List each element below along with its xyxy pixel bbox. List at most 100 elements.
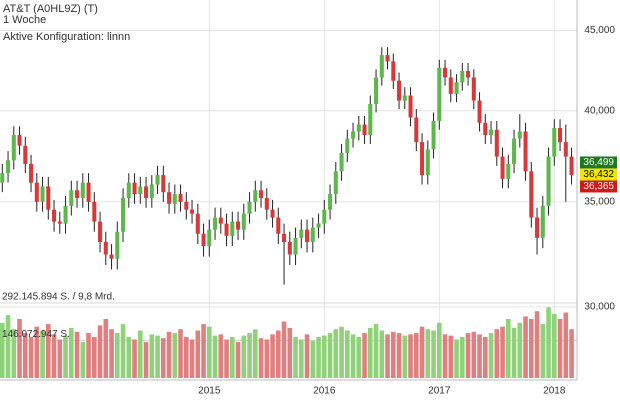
candle-body: [86, 182, 91, 202]
volume-bar: [115, 333, 120, 378]
candle-body: [172, 194, 177, 204]
volume-tick-label: 292.145.894 S. / 9,8 Mrd.: [2, 292, 115, 303]
volume-bar: [264, 339, 270, 378]
candle-body: [287, 241, 292, 255]
candle-body: [23, 145, 28, 164]
volume-bar: [373, 324, 379, 378]
candle-body: [339, 152, 344, 172]
candle-body: [213, 217, 218, 230]
candle-body: [161, 175, 166, 193]
volume-bar: [534, 311, 540, 378]
candle-body: [379, 55, 384, 78]
volume-bar: [350, 334, 356, 378]
volume-bar: [414, 333, 419, 378]
volume-bar: [552, 313, 557, 378]
candle-body: [523, 131, 528, 172]
candle-body: [362, 124, 367, 136]
candle-body: [98, 221, 103, 242]
volume-bar: [517, 322, 523, 378]
volume-bar: [523, 316, 528, 378]
volume-bar: [258, 338, 264, 378]
volume-bar: [109, 329, 114, 378]
candle-body: [224, 223, 229, 236]
candle-body: [11, 135, 16, 161]
volume-bar: [437, 322, 442, 378]
volume-bar: [316, 336, 321, 378]
volume-bar: [132, 339, 137, 378]
volume-bar: [557, 318, 563, 378]
candle-body: [368, 103, 373, 136]
candle-body: [121, 197, 126, 232]
candle-body: [443, 67, 448, 78]
volume-bar: [540, 324, 546, 378]
volume-bar: [299, 339, 304, 378]
volume-bar: [396, 333, 402, 378]
candle-body: [310, 227, 315, 242]
candle-body: [345, 138, 350, 153]
candle-body: [500, 156, 505, 179]
volume-bar: [569, 329, 574, 378]
candle-body: [201, 233, 206, 247]
candle-body: [236, 221, 241, 230]
candle-body: [299, 229, 304, 238]
candle-body: [460, 70, 465, 83]
candle-body: [385, 55, 390, 62]
volume-bar: [362, 333, 367, 378]
volume-bar: [483, 336, 488, 378]
candle-body: [253, 190, 258, 202]
candle-body: [558, 128, 563, 143]
volume-bar: [339, 326, 344, 378]
candle-body: [414, 117, 419, 143]
volume-bar: [442, 334, 448, 378]
volume-bar: [86, 333, 91, 378]
candle-body: [483, 122, 488, 136]
price-marker: [580, 180, 617, 193]
candle-body: [546, 156, 551, 206]
volume-bar: [212, 335, 218, 378]
volume-bar: [17, 318, 22, 378]
volume-bar: [494, 329, 500, 378]
candle-body: [322, 209, 327, 224]
candle-body: [34, 182, 39, 202]
volume-bar: [563, 312, 569, 378]
volume-bar: [92, 336, 97, 378]
candle-body: [63, 205, 68, 224]
price-marker-label: 36,432: [583, 169, 614, 180]
candle-body: [569, 156, 574, 176]
candle-body: [425, 149, 430, 176]
volume-bar: [460, 336, 465, 378]
volume-bar: [28, 336, 34, 378]
volume-bar: [379, 330, 385, 378]
candle-body: [305, 229, 310, 242]
volume-bar: [172, 333, 178, 378]
candle-body: [454, 82, 459, 94]
volume-bar: [189, 339, 195, 378]
volume-bar: [97, 325, 103, 378]
volume-bar: [103, 318, 109, 378]
candle-body: [92, 201, 97, 222]
candle-body: [477, 100, 482, 123]
volume-bar: [471, 331, 477, 378]
candle-body: [552, 128, 557, 157]
candle-body: [132, 182, 137, 195]
candle-body: [259, 190, 264, 198]
volume-bar: [368, 327, 373, 378]
candle-body: [563, 142, 568, 157]
volume-bar: [149, 334, 155, 378]
candle-body: [29, 163, 34, 183]
candle-body: [6, 160, 11, 174]
candle-body: [471, 77, 476, 101]
candle-body: [529, 171, 534, 218]
candle-body: [247, 201, 252, 214]
candle-body: [195, 213, 200, 234]
candle-body: [75, 190, 80, 198]
volume-bar: [235, 342, 241, 378]
candle-body: [80, 182, 85, 198]
volume-bar: [69, 327, 74, 378]
volume-bar: [184, 336, 189, 378]
candle-body: [391, 61, 396, 81]
chart-title: AT&T (A0HL9Z) (T): [3, 3, 98, 15]
candle-body: [17, 135, 22, 146]
x-tick-label: 2017: [428, 386, 451, 397]
